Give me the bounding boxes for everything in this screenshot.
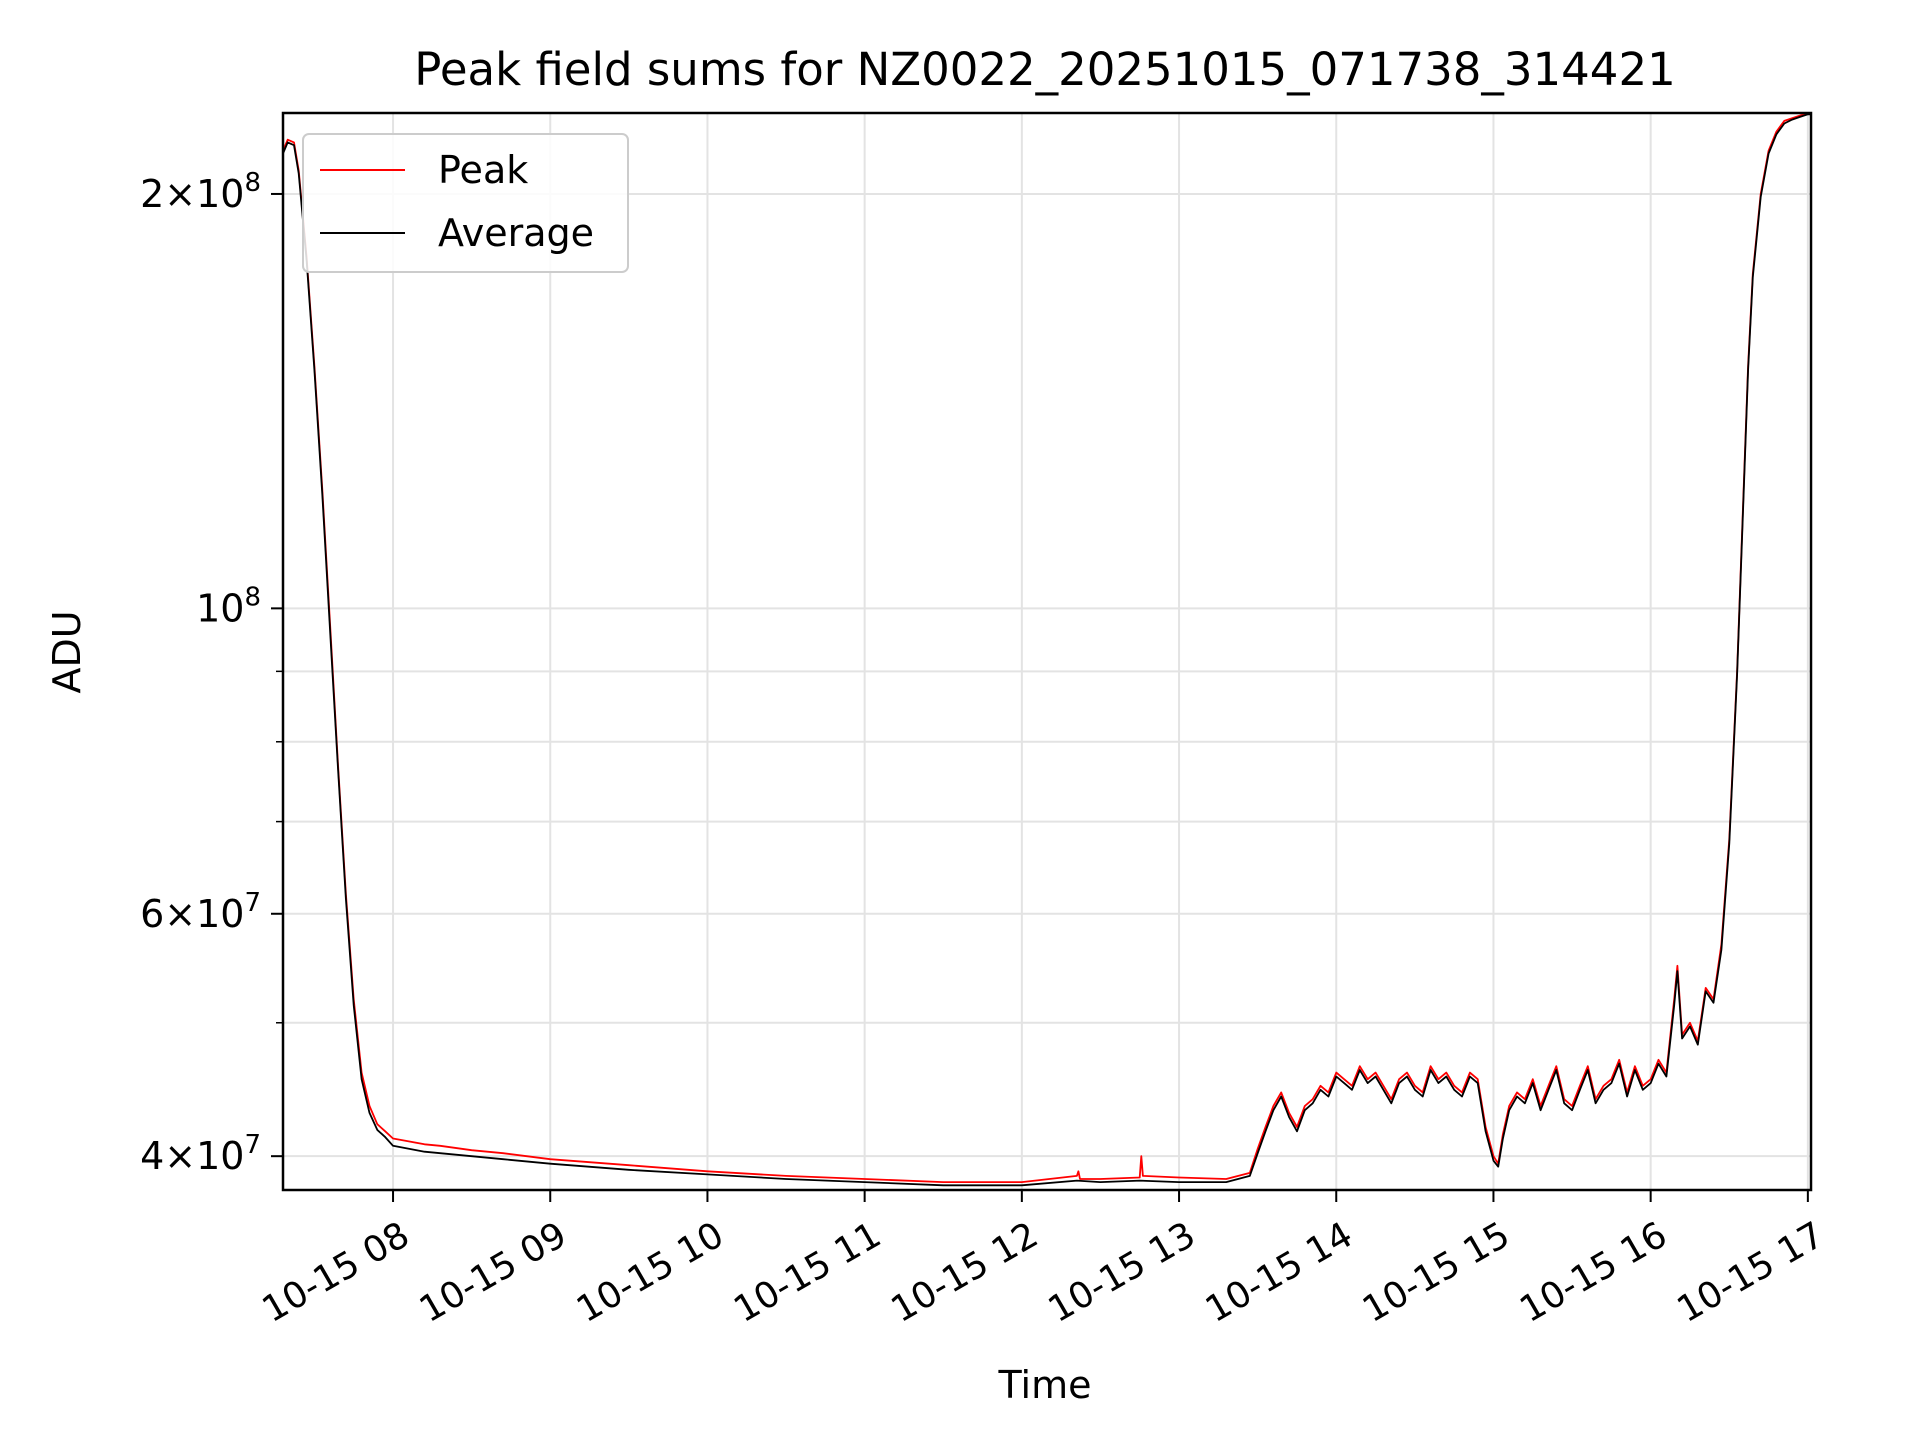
legend-box <box>302 133 629 273</box>
y-tick-label: 4×107 <box>140 1130 261 1178</box>
chart-title: Peak field sums for NZ0022_20251015_0717… <box>414 43 1675 96</box>
plot-frame <box>281 111 1813 1192</box>
y-tick-label: 2×108 <box>140 168 261 216</box>
y-tick-label: 108 <box>196 582 261 630</box>
legend-peak-label: Peak <box>438 148 528 192</box>
grid <box>283 113 1811 1190</box>
legend-average-label: Average <box>438 211 594 255</box>
plot-series <box>283 113 1811 1187</box>
x-axis-label: Time <box>998 1363 1092 1407</box>
y-tick-label: 6×107 <box>140 888 261 936</box>
y-axis-label: ADU <box>45 610 89 693</box>
legend: Peak Average <box>302 133 629 273</box>
y-axis: 4×107 6×107 108 2×108 <box>140 168 283 1178</box>
average-series-line <box>283 113 1811 1187</box>
